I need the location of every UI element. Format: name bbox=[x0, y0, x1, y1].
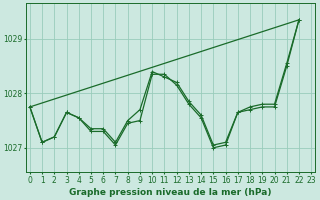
X-axis label: Graphe pression niveau de la mer (hPa): Graphe pression niveau de la mer (hPa) bbox=[69, 188, 272, 197]
